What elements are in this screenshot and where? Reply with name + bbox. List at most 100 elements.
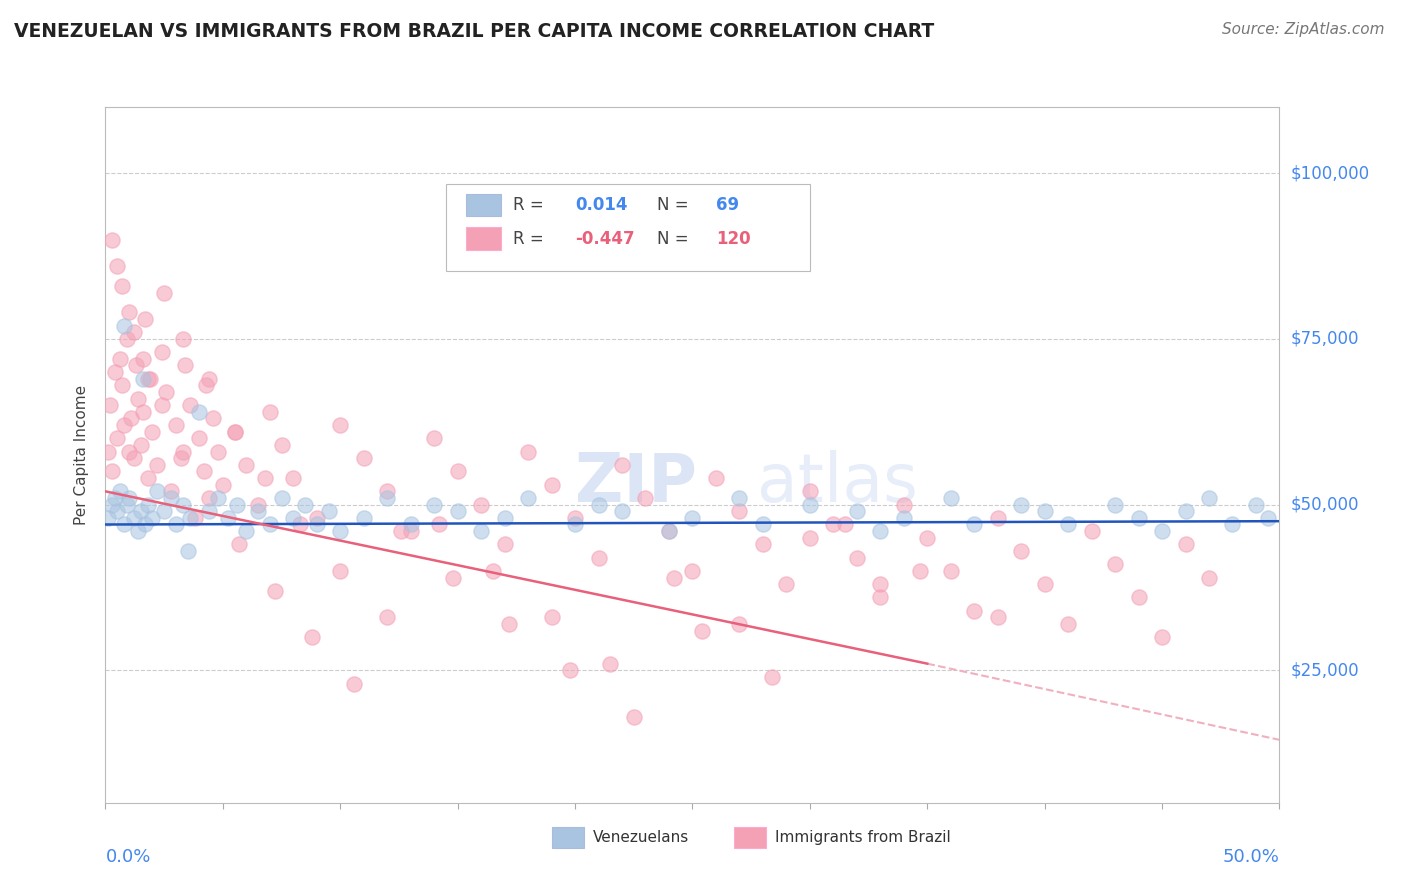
Point [728, 616, 751, 631]
Point [939, 491, 962, 505]
Point [446, 504, 468, 518]
Point [211, 477, 233, 491]
Point [290, 517, 312, 532]
Point [658, 524, 681, 538]
Point [188, 405, 211, 419]
Point [125, 359, 148, 373]
Point [305, 511, 328, 525]
Point [446, 465, 468, 479]
FancyBboxPatch shape [446, 184, 810, 270]
Point [160, 491, 183, 505]
Point [658, 524, 681, 538]
Point [132, 372, 155, 386]
Point [141, 425, 163, 439]
Point [389, 524, 412, 538]
Point [118, 444, 141, 458]
Point [132, 351, 155, 366]
Point [224, 425, 246, 439]
Point [105, 504, 128, 518]
Point [375, 484, 398, 499]
Point [908, 564, 931, 578]
Point [834, 517, 856, 532]
Point [122, 451, 145, 466]
Point [112, 318, 135, 333]
Point [375, 491, 398, 505]
Bar [734, 827, 766, 848]
Point [172, 498, 194, 512]
Point [399, 517, 422, 532]
Point [987, 610, 1010, 624]
Point [122, 511, 145, 525]
Point [129, 438, 152, 452]
Point [517, 444, 540, 458]
Point [761, 670, 783, 684]
Point [98, 398, 121, 412]
Point [134, 312, 156, 326]
Point [115, 498, 138, 512]
Point [588, 498, 610, 512]
Point [915, 531, 938, 545]
Point [97, 511, 120, 525]
Point [195, 378, 218, 392]
Point [283, 511, 305, 525]
Point [118, 491, 141, 505]
Point [150, 398, 173, 412]
Point [752, 517, 775, 532]
Point [197, 491, 219, 505]
Bar [551, 827, 585, 848]
Text: -0.447: -0.447 [575, 229, 634, 248]
Point [259, 517, 281, 532]
Point [375, 610, 398, 624]
Point [179, 398, 201, 412]
Point [1150, 524, 1173, 538]
Point [588, 550, 610, 565]
Point [318, 504, 340, 518]
Point [893, 511, 915, 525]
Text: $100,000: $100,000 [1291, 164, 1369, 182]
Point [247, 504, 270, 518]
Point [97, 444, 120, 458]
Point [343, 676, 366, 690]
Point [202, 411, 225, 425]
Point [775, 577, 797, 591]
Point [470, 498, 492, 512]
Point [188, 431, 211, 445]
Point [136, 471, 159, 485]
Text: Immigrants from Brazil: Immigrants from Brazil [775, 830, 950, 845]
Text: R =: R = [513, 229, 544, 248]
Point [1198, 570, 1220, 584]
Text: Venezuelans: Venezuelans [593, 830, 689, 845]
Point [662, 570, 685, 584]
Point [1128, 511, 1150, 525]
Point [136, 498, 159, 512]
Point [564, 517, 586, 532]
Point [610, 458, 633, 472]
Point [1010, 498, 1032, 512]
Point [228, 537, 250, 551]
Point [172, 444, 194, 458]
Point [690, 624, 713, 638]
Point [146, 484, 169, 499]
Point [247, 498, 270, 512]
Point [165, 517, 187, 532]
Point [329, 418, 352, 433]
Point [564, 511, 586, 525]
Point [263, 583, 285, 598]
Point [197, 504, 219, 518]
Point [283, 471, 305, 485]
Point [207, 491, 229, 505]
Point [141, 511, 163, 525]
Text: atlas: atlas [756, 450, 918, 516]
Point [134, 517, 156, 532]
Point [494, 511, 516, 525]
Point [1244, 498, 1267, 512]
Text: VENEZUELAN VS IMMIGRANTS FROM BRAZIL PER CAPITA INCOME CORRELATION CHART: VENEZUELAN VS IMMIGRANTS FROM BRAZIL PER… [14, 22, 935, 41]
Point [441, 570, 464, 584]
Point [183, 511, 205, 525]
Point [869, 524, 891, 538]
Y-axis label: Per Capita Income: Per Capita Income [75, 384, 90, 525]
Point [752, 537, 775, 551]
Point [136, 372, 159, 386]
Point [494, 537, 516, 551]
Point [193, 465, 215, 479]
